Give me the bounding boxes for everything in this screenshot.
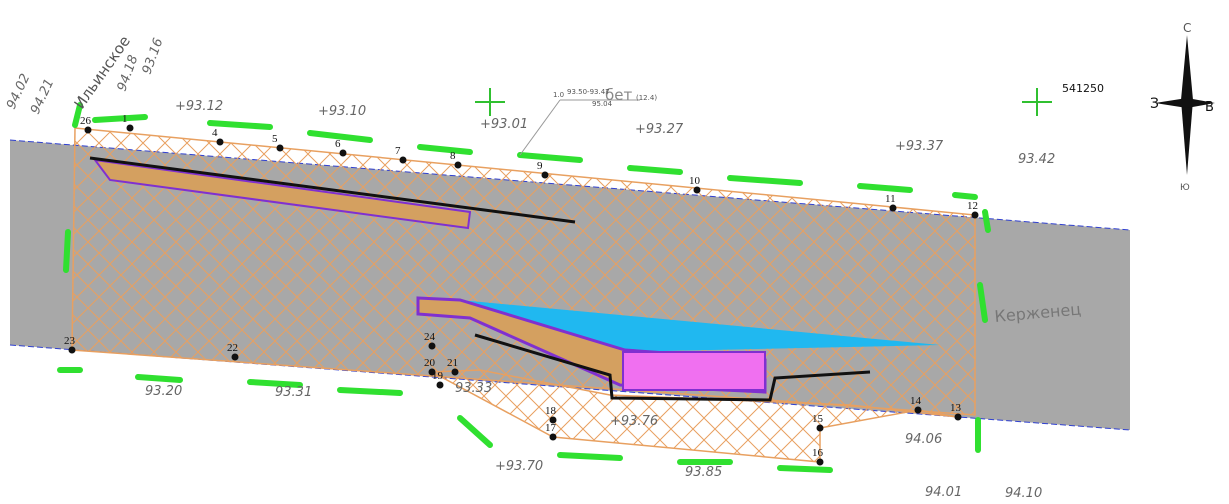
point-label: 9 — [537, 160, 543, 172]
elevation: 94.06 — [905, 432, 942, 447]
survey-point — [889, 204, 897, 212]
point-label: 26 — [80, 115, 92, 127]
boundary — [57, 102, 991, 473]
survey-point — [454, 161, 462, 169]
note-range: 93.50-93.47 — [567, 88, 610, 96]
survey-point — [541, 171, 549, 179]
survey-point — [549, 433, 557, 441]
elevation: +93.70 — [495, 459, 543, 474]
survey-point — [68, 346, 76, 354]
survey-point — [816, 424, 824, 432]
point-label: 15 — [812, 413, 824, 425]
point-label: 8 — [450, 150, 456, 162]
survey-point — [451, 368, 459, 376]
point-label: 24 — [424, 331, 436, 343]
coordinate: 541250 — [1062, 82, 1104, 95]
survey-point — [914, 406, 922, 414]
elevation: +93.76 — [610, 414, 658, 429]
elevation: 93.42 — [1018, 152, 1055, 167]
point-label: 12 — [967, 200, 978, 212]
leader — [519, 99, 561, 156]
survey-point — [84, 126, 92, 134]
survey-point — [549, 416, 557, 424]
point-label: 13 — [950, 402, 962, 414]
grid-cross — [475, 88, 1052, 116]
point-label: 5 — [272, 133, 278, 145]
slab — [622, 351, 766, 391]
elevation: 94.02 — [4, 72, 33, 112]
edge-line — [89, 156, 576, 224]
compass-w: З — [1150, 96, 1159, 112]
note-scale: 1.0 — [553, 91, 564, 99]
elevation: 94.10 — [1005, 486, 1042, 501]
survey-point — [231, 353, 239, 361]
elevation: 93.33 — [455, 381, 492, 396]
point-label: 1 — [122, 113, 128, 125]
compass-s: Ю — [1180, 183, 1190, 193]
survey-point — [339, 149, 347, 157]
survey-point — [399, 156, 407, 164]
elevation: 94.21 — [28, 77, 57, 117]
survey-point — [816, 458, 824, 466]
point-label: 21 — [447, 357, 458, 369]
elevation: +93.12 — [175, 99, 223, 114]
edge-line — [474, 333, 871, 402]
survey-point — [428, 368, 436, 376]
survey-point — [954, 413, 962, 421]
point-label: 20 — [424, 357, 436, 369]
elevation: 93.16 — [140, 36, 167, 76]
elevation: 93.85 — [685, 465, 722, 480]
elevation: 93.31 — [275, 385, 312, 400]
note-size: (12.4) — [636, 94, 657, 102]
survey-point — [276, 144, 284, 152]
point-label: 23 — [64, 335, 76, 347]
compass: С Ю З В — [1150, 21, 1215, 193]
survey-point — [693, 186, 701, 194]
point-label: 11 — [885, 193, 896, 205]
point-label: 17 — [545, 422, 557, 434]
point-label: 10 — [689, 175, 701, 187]
compass-n: С — [1183, 21, 1191, 35]
elevation: +93.27 — [635, 122, 684, 137]
elevation: 93.20 — [145, 384, 182, 399]
survey-point — [126, 124, 134, 132]
work-zone — [71, 127, 976, 416]
point-label: 18 — [545, 405, 557, 417]
point-label: 7 — [395, 145, 401, 157]
survey-point — [436, 381, 444, 389]
note-material: бет — [605, 86, 632, 104]
survey-point — [216, 138, 224, 146]
point-label: 6 — [335, 138, 341, 150]
elevation: 94.01 — [925, 485, 962, 500]
point-label: 4 — [212, 127, 218, 139]
elevation: +93.01 — [480, 117, 528, 132]
point-label: 14 — [910, 395, 922, 407]
point-label: 22 — [227, 342, 238, 354]
survey-point — [428, 342, 436, 350]
elevation: +93.10 — [318, 104, 366, 119]
point-label: 19 — [432, 370, 444, 382]
strip — [92, 158, 472, 230]
elevation: +93.37 — [895, 139, 944, 154]
compass-e: В — [1205, 100, 1214, 115]
point-label: 16 — [812, 447, 824, 459]
note-level: 95.04 — [592, 100, 613, 108]
survey-point — [971, 211, 979, 219]
work-zone-lower — [429, 369, 959, 463]
